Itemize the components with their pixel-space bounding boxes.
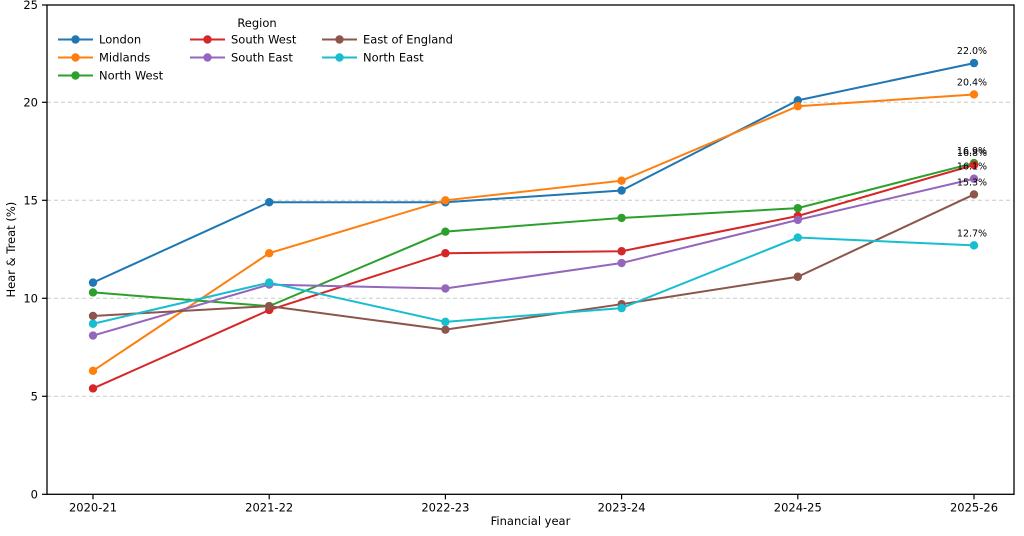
y-tick-label-20: 20 bbox=[23, 95, 38, 109]
x-tick-label-2024-25: 2024-25 bbox=[774, 500, 822, 514]
data-point-east-of-england-2022-23 bbox=[441, 325, 450, 334]
data-point-north-east-2020-21 bbox=[88, 319, 98, 328]
data-point-south-west-2020-21 bbox=[88, 384, 98, 393]
legend-label-south-west: South West bbox=[231, 33, 297, 47]
data-point-london-2023-24 bbox=[617, 186, 626, 195]
data-point-north-west-2024-25 bbox=[793, 203, 802, 213]
y-tick-label-25: 25 bbox=[23, 0, 38, 12]
legend-marker-dot-east-of-england bbox=[335, 35, 344, 44]
legend-label-north-east: North East bbox=[363, 51, 424, 65]
plot-border bbox=[46, 4, 1015, 495]
data-point-east-of-england-2020-21 bbox=[88, 311, 98, 321]
legend-marker-dot-south-west bbox=[203, 35, 212, 44]
series-line-north-east bbox=[92, 236, 975, 325]
data-point-south-west-2025-26 bbox=[969, 160, 979, 170]
x-tick-label-2025-26: 2025-26 bbox=[950, 500, 998, 514]
legend-marker-dot-london bbox=[71, 35, 80, 44]
data-point-east-of-england-2024-25 bbox=[793, 272, 802, 281]
data-point-east-of-england-2021-22 bbox=[265, 301, 274, 311]
x-tick-label-2022-23: 2022-23 bbox=[421, 500, 469, 514]
legend-marker-dot-north-west bbox=[71, 71, 80, 80]
data-point-south-west-2023-24 bbox=[617, 247, 626, 256]
data-point-midlands-2021-22 bbox=[265, 249, 274, 258]
data-point-south-east-2023-24 bbox=[617, 258, 626, 268]
series-line-south-west bbox=[92, 164, 975, 390]
x-axis-title: Financial year bbox=[491, 514, 571, 528]
data-point-midlands-2023-24 bbox=[617, 176, 626, 185]
legend-label-north-west: North West bbox=[99, 69, 164, 83]
end-value-label-midlands: 20.4% bbox=[957, 77, 987, 88]
data-point-south-east-2020-21 bbox=[88, 331, 98, 340]
data-point-midlands-2020-21 bbox=[88, 366, 98, 376]
data-point-south-east-2022-23 bbox=[441, 284, 450, 293]
data-point-london-2025-26 bbox=[969, 58, 979, 68]
legend-label-south-east: South East bbox=[231, 51, 293, 65]
series-line-east-of-england bbox=[92, 193, 975, 331]
y-tick-label-5: 5 bbox=[31, 389, 38, 403]
data-point-midlands-2025-26 bbox=[969, 90, 979, 99]
series-line-midlands bbox=[92, 93, 975, 372]
y-tick-label-0: 0 bbox=[31, 487, 38, 501]
series-line-north-west bbox=[92, 162, 975, 308]
y-axis-title: Hear & Treat (%) bbox=[4, 202, 18, 298]
legend-label-london: London bbox=[99, 33, 141, 47]
data-point-midlands-2022-23 bbox=[441, 196, 450, 205]
end-value-label-north-east: 12.7% bbox=[957, 228, 987, 239]
data-point-london-2020-21 bbox=[88, 278, 98, 287]
data-point-south-east-2024-25 bbox=[793, 215, 802, 225]
end-value-label-south-west: 16.8% bbox=[957, 148, 987, 159]
end-value-label-london: 22.0% bbox=[957, 46, 987, 57]
data-point-north-east-2022-23 bbox=[441, 317, 450, 327]
x-tick-label-2021-22: 2021-22 bbox=[245, 500, 293, 514]
end-value-label-east-of-england: 15.3% bbox=[957, 177, 987, 188]
data-point-north-east-2025-26 bbox=[969, 241, 979, 250]
data-point-north-west-2020-21 bbox=[88, 288, 98, 297]
series-line-london bbox=[92, 62, 975, 284]
end-value-label-north-west: 16.9% bbox=[957, 146, 987, 157]
data-point-midlands-2024-25 bbox=[793, 102, 802, 111]
data-point-south-east-2025-26 bbox=[969, 174, 979, 183]
data-point-south-west-2022-23 bbox=[441, 249, 450, 258]
x-tick-label-2023-24: 2023-24 bbox=[598, 500, 646, 514]
data-point-east-of-england-2025-26 bbox=[969, 190, 979, 199]
data-point-london-2024-25 bbox=[793, 96, 802, 105]
end-value-label-south-east: 16.1% bbox=[957, 162, 987, 173]
y-tick-label-15: 15 bbox=[23, 193, 38, 207]
legend-marker-dot-north-east bbox=[335, 53, 344, 62]
data-point-north-east-2021-22 bbox=[265, 278, 274, 287]
series-line-south-east bbox=[92, 177, 975, 337]
x-tick-label-2020-21: 2020-21 bbox=[69, 500, 117, 514]
data-point-north-west-2023-24 bbox=[617, 213, 626, 223]
y-tick-label-10: 10 bbox=[23, 291, 38, 305]
data-point-london-2021-22 bbox=[265, 198, 274, 207]
data-point-north-west-2022-23 bbox=[441, 227, 450, 236]
legend-label-midlands: Midlands bbox=[99, 51, 150, 65]
data-point-north-east-2024-25 bbox=[793, 233, 802, 242]
legend-title: Region bbox=[237, 16, 276, 30]
data-point-north-east-2023-24 bbox=[617, 303, 626, 313]
legend-label-east-of-england: East of England bbox=[363, 33, 453, 47]
legend-marker-dot-south-east bbox=[203, 53, 212, 62]
legend-marker-dot-midlands bbox=[71, 53, 80, 62]
